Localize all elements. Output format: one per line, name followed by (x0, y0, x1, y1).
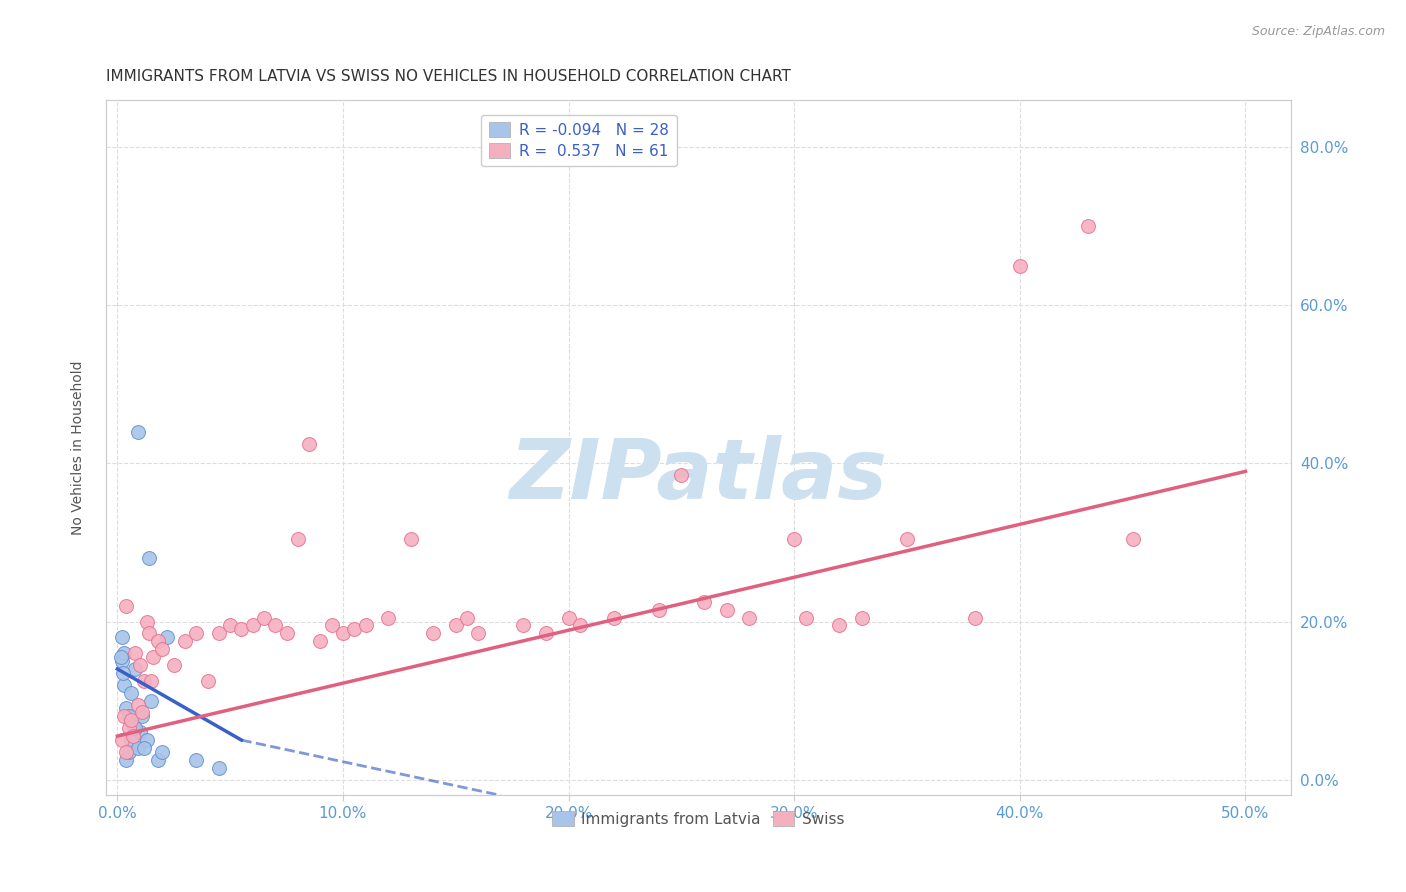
Point (134, 673, 156, 688)
Point (1122, 532, 1144, 546)
Point (186, 753, 208, 767)
Point (141, 673, 163, 688)
Point (794, 610, 817, 624)
Point (557, 610, 579, 624)
Point (138, 551, 160, 566)
Point (135, 615, 157, 629)
Point (309, 634, 332, 648)
Point (120, 733, 142, 747)
Point (146, 634, 169, 648)
Point (253, 610, 276, 624)
Point (693, 595, 716, 609)
Point (783, 532, 806, 546)
Point (343, 623, 366, 637)
Text: Source: ZipAtlas.com: Source: ZipAtlas.com (1251, 25, 1385, 38)
Point (163, 658, 186, 673)
Point (422, 626, 444, 640)
Point (716, 603, 738, 617)
Point (896, 532, 918, 546)
Point (129, 658, 152, 673)
Point (124, 646, 146, 660)
Point (456, 610, 478, 624)
Point (298, 436, 321, 450)
Point (377, 610, 399, 624)
Point (112, 709, 135, 723)
Point (120, 714, 142, 728)
Point (197, 673, 219, 688)
Point (112, 678, 135, 692)
Point (112, 646, 135, 660)
Point (122, 729, 145, 743)
Point (963, 610, 986, 624)
Point (156, 631, 179, 645)
Point (828, 618, 851, 632)
Point (131, 706, 153, 720)
Point (534, 626, 557, 640)
Point (174, 634, 197, 648)
Point (287, 532, 309, 546)
Point (738, 610, 761, 624)
Point (321, 618, 343, 632)
Point (117, 745, 139, 759)
Point (134, 741, 156, 756)
Point (124, 662, 146, 676)
Point (467, 626, 489, 640)
Point (568, 618, 591, 632)
Point (354, 618, 377, 632)
Point (111, 631, 134, 645)
Point (111, 733, 134, 747)
Legend: Immigrants from Latvia, Swiss: Immigrants from Latvia, Swiss (546, 805, 851, 833)
Point (1008, 259, 1031, 273)
Point (115, 701, 138, 715)
Point (127, 698, 149, 712)
Point (111, 665, 134, 680)
Point (111, 654, 134, 668)
Point (127, 425, 149, 439)
Text: ZIPatlas: ZIPatlas (509, 435, 887, 516)
Point (152, 642, 174, 657)
Point (141, 693, 163, 707)
Point (276, 626, 298, 640)
Point (135, 733, 157, 747)
Point (146, 753, 169, 767)
Point (131, 709, 153, 723)
Point (208, 626, 231, 640)
Point (1076, 219, 1098, 234)
Point (110, 650, 132, 665)
Y-axis label: No Vehicles in Household: No Vehicles in Household (72, 360, 86, 535)
Point (512, 618, 534, 632)
Text: IMMIGRANTS FROM LATVIA VS SWISS NO VEHICLES IN HOUSEHOLD CORRELATION CHART: IMMIGRANTS FROM LATVIA VS SWISS NO VEHIC… (105, 69, 792, 84)
Point (117, 721, 139, 735)
Point (219, 618, 242, 632)
Point (124, 721, 146, 735)
Point (671, 468, 693, 483)
Point (851, 610, 873, 624)
Point (122, 717, 145, 731)
Point (117, 709, 139, 723)
Point (127, 741, 149, 756)
Point (115, 599, 138, 613)
Point (444, 618, 467, 632)
Point (231, 623, 253, 637)
Point (115, 753, 138, 767)
Point (129, 725, 152, 739)
Point (208, 761, 231, 775)
Point (138, 626, 160, 640)
Point (399, 532, 422, 546)
Point (142, 650, 165, 665)
Point (603, 610, 626, 624)
Point (332, 626, 354, 640)
Point (648, 603, 671, 617)
Point (115, 745, 138, 759)
Point (264, 618, 287, 632)
Point (120, 686, 142, 700)
Point (186, 626, 208, 640)
Point (242, 618, 264, 632)
Point (152, 745, 174, 759)
